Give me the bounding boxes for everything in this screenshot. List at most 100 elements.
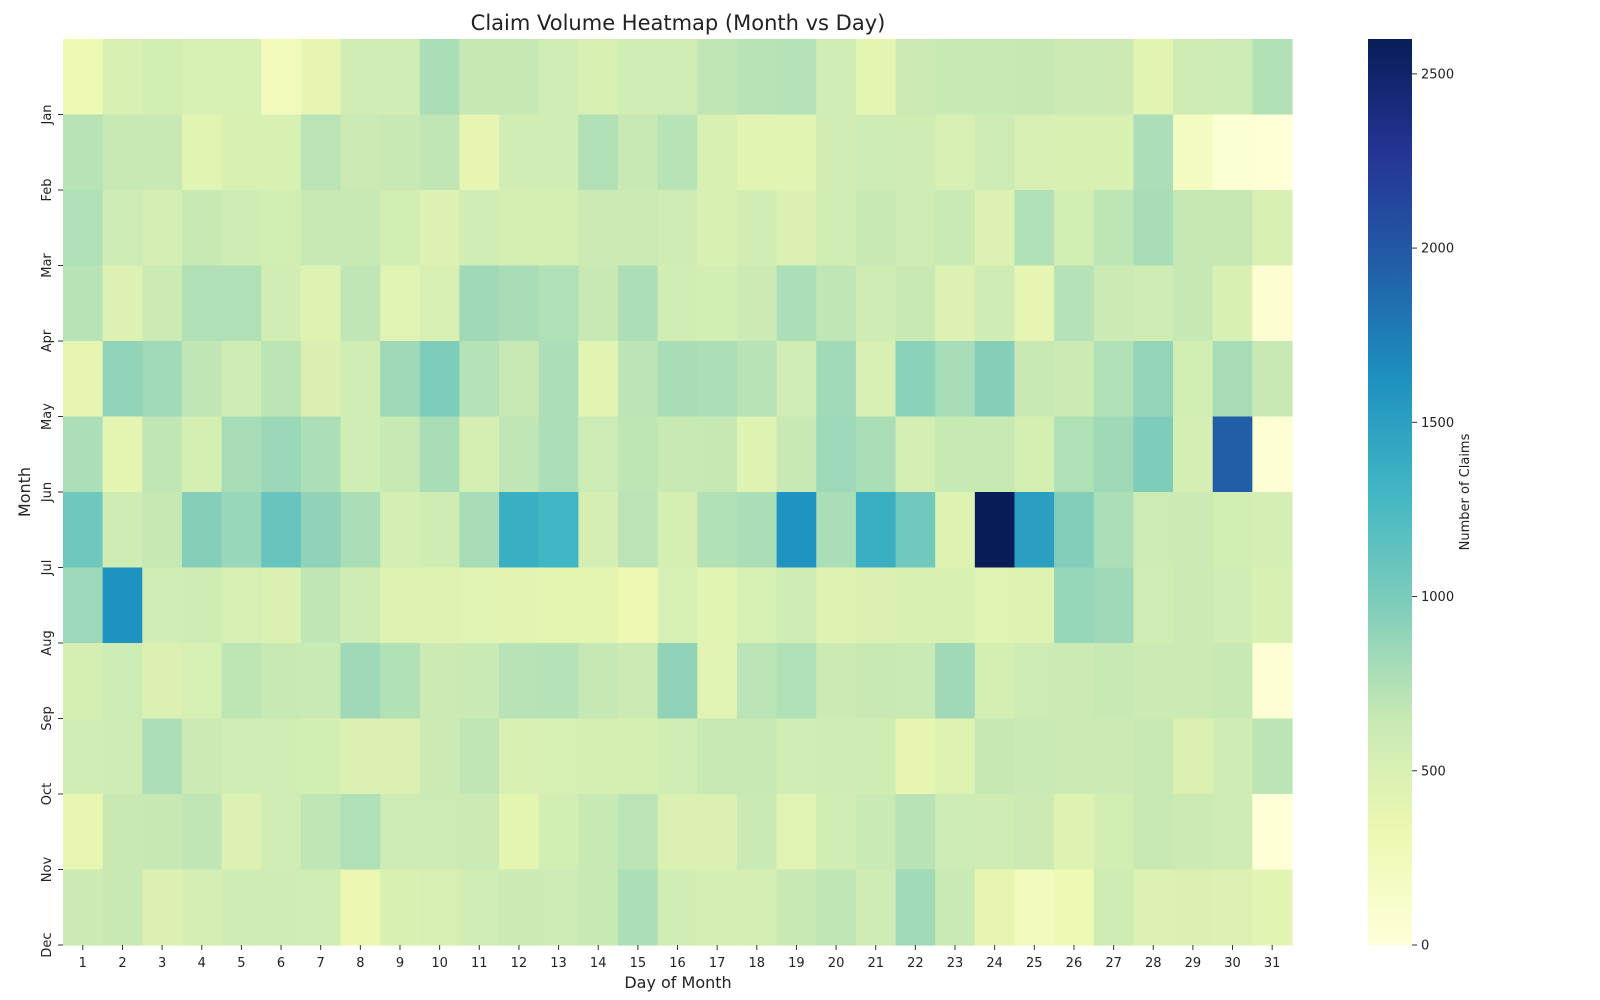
heatmap-cell-mar-7	[300, 190, 342, 267]
heatmap-cell-apr-17	[697, 265, 738, 342]
heatmap-cell-mar-5	[221, 190, 262, 267]
heatmap-cell-jul-27	[1093, 492, 1135, 569]
heatmap-cell-jun-22	[895, 416, 936, 493]
heatmap-cells	[63, 39, 1293, 946]
heatmap-cell-mar-18	[736, 190, 778, 267]
heatmap-cell-aug-24	[974, 567, 1016, 644]
heatmap-cell-jun-11	[459, 416, 500, 493]
heatmap-cell-jul-14	[578, 492, 619, 569]
heatmap-cell-oct-25	[1014, 718, 1055, 795]
heatmap-cell-feb-25	[1014, 114, 1055, 191]
heatmap-cell-may-23	[935, 341, 976, 418]
heatmap-cell-nov-25	[1014, 794, 1055, 871]
heatmap-cell-oct-31	[1252, 718, 1293, 795]
heatmap-cell-jan-14	[578, 39, 619, 116]
y-axis-label: Month	[15, 467, 34, 517]
heatmap-cell-dec-31	[1252, 869, 1293, 946]
x-tick-label: 23	[947, 956, 964, 971]
heatmap-cell-feb-22	[895, 114, 936, 191]
heatmap-cell-aug-16	[657, 567, 698, 644]
heatmap-cell-feb-1	[63, 114, 104, 191]
heatmap-cell-sep-1	[63, 643, 104, 720]
heatmap-cell-feb-9	[380, 114, 421, 191]
heatmap-cell-may-2	[102, 341, 143, 418]
heatmap-cell-aug-8	[340, 567, 381, 644]
heatmap-cell-jun-15	[618, 416, 659, 493]
heatmap-cell-aug-20	[816, 567, 857, 644]
heatmap-cell-feb-5	[221, 114, 262, 191]
heatmap-cell-sep-17	[697, 643, 738, 720]
x-tick-label: 15	[630, 956, 647, 971]
heatmap-cell-jan-15	[618, 39, 659, 116]
x-tick-label: 17	[709, 956, 726, 971]
heatmap-cell-aug-3	[142, 567, 183, 644]
heatmap-cell-may-31	[1252, 341, 1293, 418]
heatmap-cell-oct-17	[697, 718, 738, 795]
heatmap-cell-sep-31	[1252, 643, 1293, 720]
heatmap-cell-nov-21	[855, 794, 897, 871]
heatmap-cell-feb-15	[618, 114, 659, 191]
heatmap-cell-feb-14	[578, 114, 619, 191]
heatmap-cell-jul-2	[102, 492, 143, 569]
heatmap-cell-jun-7	[300, 416, 342, 493]
heatmap-cell-dec-13	[538, 869, 579, 946]
heatmap-cell-may-18	[736, 341, 778, 418]
heatmap-cell-aug-22	[895, 567, 936, 644]
heatmap-cell-aug-25	[1014, 567, 1055, 644]
heatmap-cell-sep-27	[1093, 643, 1135, 720]
heatmap-cell-jan-24	[974, 39, 1016, 116]
heatmap-cell-feb-24	[974, 114, 1016, 191]
heatmap-cell-mar-15	[618, 190, 659, 267]
heatmap-cell-jun-30	[1212, 416, 1253, 493]
heatmap-cell-aug-10	[419, 567, 461, 644]
y-tick-label: Oct	[40, 783, 55, 805]
colorbar-gradient	[1368, 39, 1412, 945]
heatmap-cell-may-14	[578, 341, 619, 418]
heatmap-cell-sep-20	[816, 643, 857, 720]
heatmap-cell-jan-18	[736, 39, 778, 116]
heatmap-cell-jul-22	[895, 492, 936, 569]
heatmap-cell-apr-3	[142, 265, 183, 342]
heatmap-cell-apr-11	[459, 265, 500, 342]
heatmap-cell-sep-28	[1133, 643, 1174, 720]
heatmap-cell-aug-4	[181, 567, 223, 644]
heatmap-cell-dec-19	[776, 869, 817, 946]
y-tick-label: Apr	[40, 329, 55, 352]
heatmap-cell-mar-31	[1252, 190, 1293, 267]
heatmap-cell-jun-27	[1093, 416, 1135, 493]
heatmap-cell-dec-25	[1014, 869, 1055, 946]
heatmap-cell-nov-23	[935, 794, 976, 871]
heatmap-cell-dec-9	[380, 869, 421, 946]
heatmap-cell-oct-13	[538, 718, 579, 795]
heatmap-cell-jul-19	[776, 492, 817, 569]
heatmap-cell-oct-20	[816, 718, 857, 795]
heatmap-cell-feb-23	[935, 114, 976, 191]
heatmap-cell-oct-11	[459, 718, 500, 795]
heatmap-cell-jun-19	[776, 416, 817, 493]
heatmap-cell-feb-12	[499, 114, 540, 191]
heatmap-cell-may-30	[1212, 341, 1253, 418]
heatmap-cell-jan-12	[499, 39, 540, 116]
heatmap-cell-dec-14	[578, 869, 619, 946]
y-tick-label: Aug	[40, 630, 55, 655]
heatmap-cell-jul-3	[142, 492, 183, 569]
heatmap-cell-jun-14	[578, 416, 619, 493]
heatmap-cell-feb-2	[102, 114, 143, 191]
heatmap-cell-oct-26	[1054, 718, 1095, 795]
heatmap-cell-oct-12	[499, 718, 540, 795]
heatmap-cell-nov-2	[102, 794, 143, 871]
heatmap-cell-apr-26	[1054, 265, 1095, 342]
heatmap-cell-jul-7	[300, 492, 342, 569]
heatmap-cell-feb-4	[181, 114, 223, 191]
heatmap-cell-oct-14	[578, 718, 619, 795]
heatmap-cell-apr-10	[419, 265, 461, 342]
y-tick-label: Jan	[40, 104, 55, 125]
heatmap-cell-mar-14	[578, 190, 619, 267]
heatmap-cell-nov-12	[499, 794, 540, 871]
heatmap-cell-mar-10	[419, 190, 461, 267]
heatmap-cell-may-4	[181, 341, 223, 418]
heatmap-cell-sep-26	[1054, 643, 1095, 720]
heatmap-cell-apr-20	[816, 265, 857, 342]
heatmap-cell-aug-26	[1054, 567, 1095, 644]
heatmap-cell-dec-24	[974, 869, 1016, 946]
